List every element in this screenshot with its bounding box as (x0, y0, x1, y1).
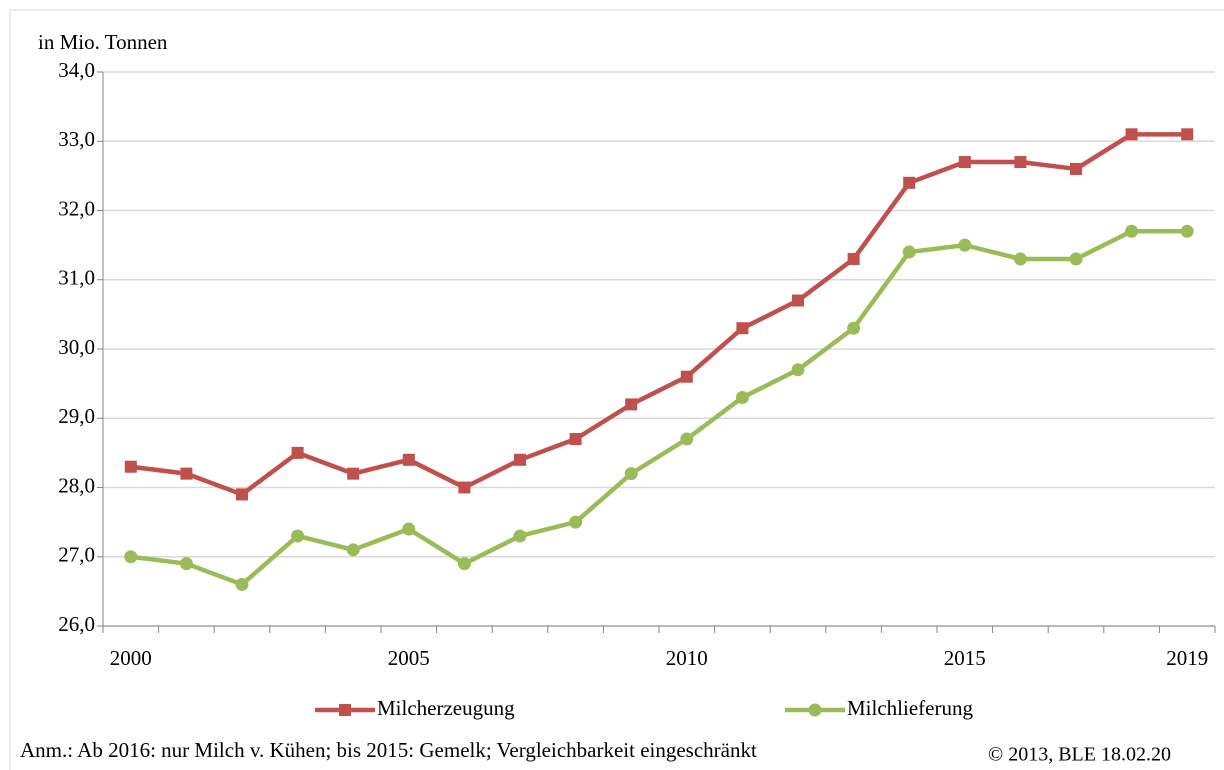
data-point (347, 467, 360, 480)
data-point (1125, 224, 1139, 238)
y-tick-label: 26,0 (58, 612, 95, 636)
data-point (958, 238, 972, 252)
y-tick-label: 28,0 (58, 473, 95, 497)
data-point (569, 515, 583, 529)
data-point (124, 460, 137, 473)
series-line (130, 132, 1188, 497)
data-point (457, 557, 471, 571)
data-point (235, 577, 249, 591)
data-point (1069, 252, 1083, 266)
x-tick-label: 2005 (388, 646, 430, 670)
data-point (291, 529, 305, 543)
source: © 2013, BLE 18.02.20 (988, 744, 1171, 766)
data-point (1070, 162, 1082, 175)
x-tick-label: 2010 (666, 646, 708, 670)
y-tick-label: 29,0 (58, 404, 95, 428)
y-tick-label: 27,0 (58, 543, 95, 567)
data-point (624, 467, 638, 481)
legend-marker (339, 704, 351, 716)
chart-frame (9, 9, 1224, 770)
y-tick-label: 32,0 (58, 196, 95, 220)
y-tick-label: 30,0 (58, 335, 95, 359)
data-point (735, 390, 749, 404)
data-point (792, 294, 804, 307)
data-point (402, 522, 416, 536)
note: Anm.: Ab 2016: nur Milch v. Kühen; bis 2… (20, 738, 757, 762)
data-point (902, 245, 916, 259)
y-tick-label: 33,0 (58, 127, 95, 151)
data-point (1180, 224, 1194, 238)
series-line (130, 229, 1188, 587)
data-point (680, 370, 693, 383)
data-point (402, 453, 415, 466)
data-point (514, 453, 526, 466)
data-point (736, 322, 749, 335)
data-point (513, 529, 527, 543)
data-point (903, 176, 916, 189)
data-point (847, 321, 861, 335)
y-axis-label: in Mio. Tonnen (38, 30, 168, 54)
legend-label: Milcherzeugung (377, 696, 515, 720)
data-point (625, 398, 638, 411)
data-point (179, 557, 193, 571)
data-point (124, 550, 138, 564)
data-point (236, 488, 248, 501)
data-point (458, 481, 471, 494)
data-point (1013, 252, 1027, 266)
y-tick-label: 34,0 (58, 58, 95, 82)
data-point (791, 363, 805, 377)
data-point (291, 446, 304, 459)
data-point (180, 467, 193, 480)
data-point (680, 432, 694, 446)
data-point (1181, 128, 1194, 141)
y-tick-label: 31,0 (58, 266, 95, 290)
x-tick-label: 2015 (944, 646, 986, 670)
data-point (346, 543, 360, 557)
data-point (847, 252, 860, 265)
legend-marker (808, 703, 822, 717)
data-point (1125, 128, 1138, 141)
x-tick-label: 2019 (1166, 646, 1208, 670)
legend-label: Milchlieferung (847, 696, 973, 720)
data-point (569, 433, 582, 446)
data-point (1014, 156, 1027, 169)
data-point (958, 156, 971, 169)
x-tick-label: 2000 (110, 646, 152, 670)
